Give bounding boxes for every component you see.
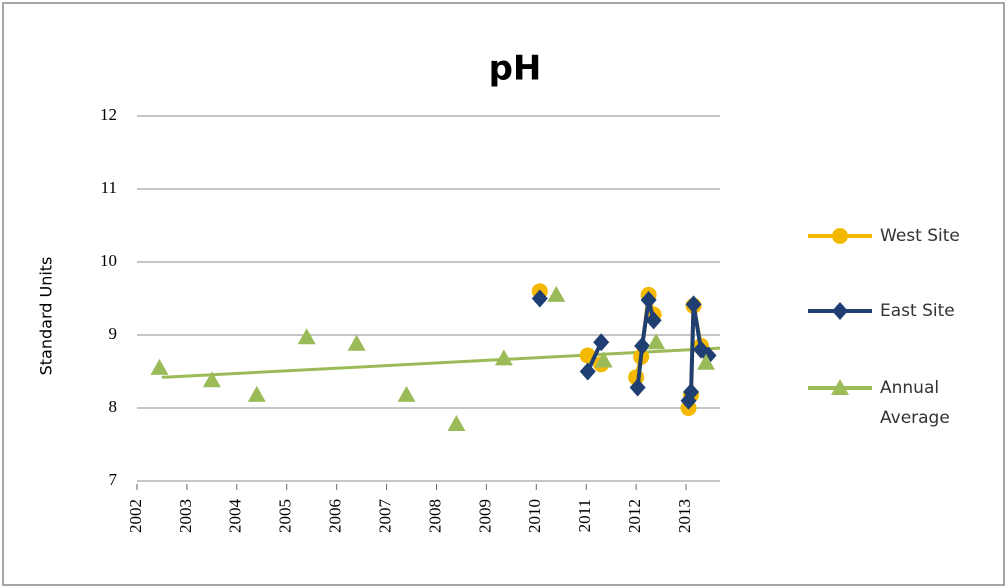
legend-label: West Site <box>880 226 960 246</box>
y-tick-label: 12 <box>100 105 117 124</box>
marker <box>683 382 700 401</box>
marker <box>347 334 366 351</box>
marker <box>150 358 169 375</box>
x-tick-label: 2002 <box>126 499 145 533</box>
y-tick-label: 8 <box>109 397 118 416</box>
y-axis-label: Standard Units <box>37 257 56 376</box>
marker <box>647 333 666 350</box>
marker <box>579 362 596 381</box>
marker <box>397 385 416 402</box>
y-tick-label: 10 <box>100 251 117 270</box>
marker <box>297 328 316 345</box>
marker <box>447 415 466 432</box>
marker <box>202 371 221 388</box>
x-tick-label: 2004 <box>226 499 245 534</box>
legend-label: Annual Average <box>880 378 950 428</box>
x-tick-label: 2007 <box>375 499 394 534</box>
x-tick-label: 2013 <box>675 499 694 533</box>
marker <box>594 351 613 368</box>
marker <box>531 289 548 308</box>
y-tick-label: 11 <box>101 178 117 197</box>
marker <box>634 336 651 355</box>
marker <box>640 290 657 309</box>
x-tick-label: 2011 <box>575 499 594 532</box>
marker <box>494 349 513 366</box>
x-tick-label: 2009 <box>475 499 494 533</box>
marker <box>645 311 662 330</box>
chart-title: pH <box>489 49 542 89</box>
x-tick-label: 2006 <box>326 499 345 533</box>
legend-label: East Site <box>880 301 955 321</box>
marker <box>831 379 849 395</box>
marker <box>247 385 266 402</box>
marker <box>547 285 566 302</box>
x-tick-label: 2003 <box>176 499 195 533</box>
x-tick-label: 2010 <box>525 499 544 533</box>
marker <box>832 302 848 320</box>
marker <box>832 228 848 244</box>
trend-line <box>161 346 721 379</box>
marker <box>685 295 702 314</box>
marker <box>593 333 610 352</box>
y-tick-label: 9 <box>109 324 118 343</box>
x-tick-label: 2005 <box>276 499 295 533</box>
marker <box>629 378 646 397</box>
marker <box>697 353 716 370</box>
x-tick-label: 2008 <box>425 499 444 533</box>
x-tick-label: 2012 <box>625 499 644 533</box>
y-tick-label: 7 <box>109 470 118 489</box>
